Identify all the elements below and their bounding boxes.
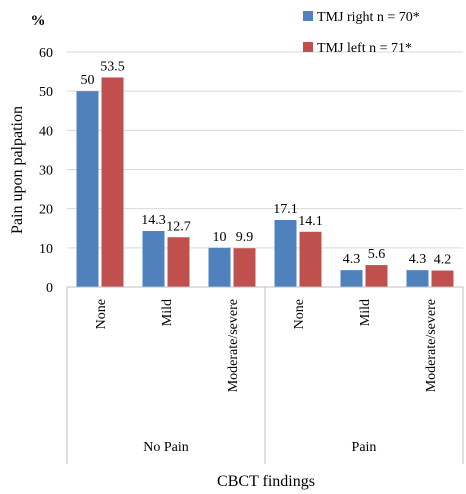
category-label: Mild [160, 299, 175, 326]
data-label: 4.3 [343, 252, 361, 267]
bar-left [233, 248, 256, 287]
bar-left [167, 237, 190, 287]
bar-left [299, 231, 322, 287]
bar-right [340, 270, 363, 287]
y-tick-label: 0 [46, 281, 53, 296]
category-labels: None Mild Moderate/severe None Mild Moderate/… [94, 299, 439, 392]
bar-right [76, 91, 99, 288]
category-label: Mild [358, 299, 373, 326]
bar-right [142, 230, 165, 287]
data-label: 4.3 [409, 252, 427, 267]
data-label: 50 [81, 73, 95, 88]
group-label: Pain [352, 440, 377, 455]
data-label: 4.2 [434, 253, 452, 268]
y-tick-label: 30 [39, 164, 53, 179]
y-tick-label: 40 [39, 124, 53, 139]
group-labels: No Pain Pain [143, 440, 376, 455]
gridlines [67, 51, 463, 249]
category-label: Moderate/severe [226, 299, 241, 392]
data-labels: 50 53.5 14.3 12.7 10 9.9 17.114.1 4.3 5.6 4.3 4.2 [81, 59, 452, 267]
data-label: 10 [213, 230, 227, 245]
legend-swatch [303, 42, 313, 52]
category-label: None [94, 299, 109, 329]
y-axis-title: Pain upon palpation [9, 106, 26, 234]
y-tick-labels: 0 10 20 30 40 50 60 [39, 46, 53, 296]
bar-left [101, 77, 124, 287]
legend-label: TMJ right n = 70* [317, 10, 420, 25]
legend: TMJ right n = 70* TMJ left n = 71* [303, 10, 420, 56]
y-tick-label: 50 [39, 85, 53, 100]
data-label: 12.7 [166, 219, 191, 234]
bar-right [406, 270, 429, 287]
bar-left [431, 270, 454, 287]
data-label: 53.5 [100, 59, 125, 74]
legend-label: TMJ left n = 71* [317, 41, 412, 56]
category-label: Moderate/severe [424, 299, 439, 392]
y-tick-label: 60 [39, 46, 53, 61]
x-axis-title: CBCT findings [217, 473, 315, 490]
bar-right [274, 220, 297, 287]
axes [66, 286, 464, 464]
bars [76, 77, 454, 288]
data-label: 9.9 [236, 230, 254, 245]
data-label: 14.3 [141, 213, 166, 228]
y-tick-label: 20 [39, 203, 53, 218]
category-label: None [292, 299, 307, 329]
legend-swatch [303, 11, 313, 21]
y-unit-label: % [31, 13, 46, 29]
group-label: No Pain [143, 440, 189, 455]
data-label: 17.1 [273, 202, 298, 217]
data-label: 5.6 [368, 247, 386, 262]
y-tick-label: 10 [39, 242, 53, 257]
data-label: 14.1 [298, 214, 323, 229]
bar-right [208, 247, 231, 287]
bar-left [365, 265, 388, 287]
